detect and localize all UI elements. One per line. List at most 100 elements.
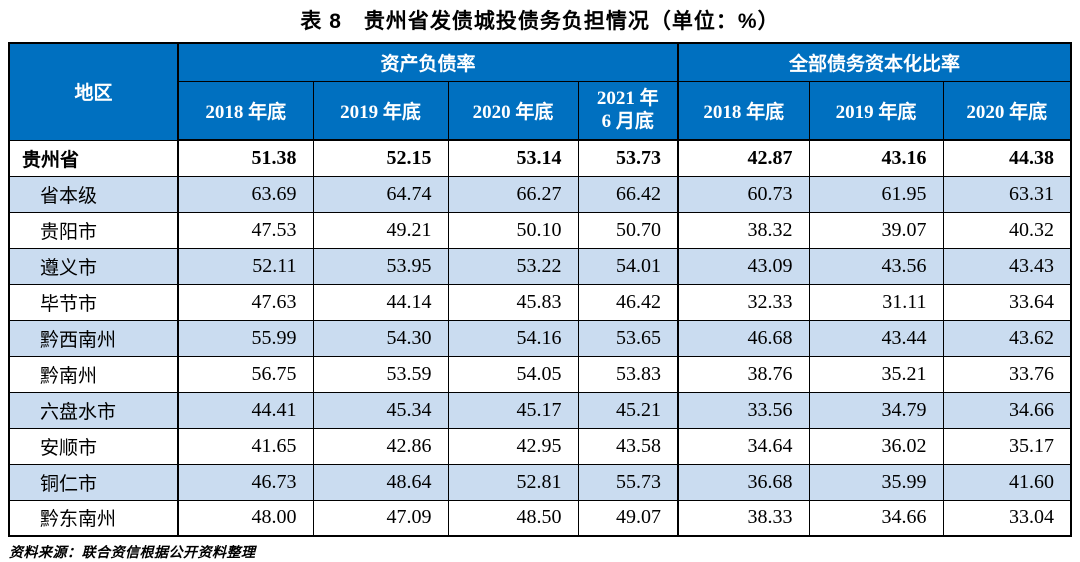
- value-cell: 63.69: [177, 175, 314, 213]
- value-cell: 43.58: [577, 427, 679, 465]
- source-note: 资料来源：联合资信根据公开资料整理: [9, 546, 256, 561]
- value-cell: 44.38: [942, 139, 1072, 177]
- value-cell: 50.10: [447, 211, 579, 249]
- value-cell: 53.14: [447, 139, 579, 177]
- value-cell: 42.95: [447, 427, 579, 465]
- region-cell: 铜仁市: [8, 463, 179, 501]
- value-cell: 46.68: [677, 319, 810, 357]
- value-cell: 53.59: [312, 355, 449, 393]
- value-cell: 52.11: [177, 247, 314, 285]
- value-cell: 31.11: [808, 283, 944, 321]
- table-row: 毕节市 47.63 44.14 45.83 46.42 32.33 31.11 …: [8, 283, 1072, 321]
- region-cell: 安顺市: [8, 427, 179, 465]
- value-cell: 51.38: [177, 139, 314, 177]
- value-cell: 53.95: [312, 247, 449, 285]
- value-cell: 55.99: [177, 319, 314, 357]
- value-cell: 63.31: [942, 175, 1072, 213]
- table-header: 地区 资产负债率 全部债务资本化比率 2018 年底 2019 年底 2020 …: [8, 42, 1072, 141]
- value-cell: 41.60: [942, 463, 1072, 501]
- table-row: 遵义市 52.11 53.95 53.22 54.01 43.09 43.56 …: [8, 247, 1072, 285]
- value-cell: 40.32: [942, 211, 1072, 249]
- value-cell: 54.16: [447, 319, 579, 357]
- value-cell: 47.63: [177, 283, 314, 321]
- table-row: 贵阳市 47.53 49.21 50.10 50.70 38.32 39.07 …: [8, 211, 1072, 249]
- value-cell: 33.56: [677, 391, 810, 429]
- table-row: 安顺市 41.65 42.86 42.95 43.58 34.64 36.02 …: [8, 427, 1072, 465]
- value-cell: 55.73: [577, 463, 679, 501]
- value-cell: 36.02: [808, 427, 944, 465]
- value-cell: 45.17: [447, 391, 579, 429]
- value-cell: 38.76: [677, 355, 810, 393]
- value-cell: 43.43: [942, 247, 1072, 285]
- value-cell: 34.66: [942, 391, 1072, 429]
- value-cell: 38.33: [677, 499, 810, 537]
- value-cell: 42.87: [677, 139, 810, 177]
- value-cell: 34.79: [808, 391, 944, 429]
- value-cell: 45.34: [312, 391, 449, 429]
- year-header-cell: 2021 年 6 月底: [577, 80, 679, 141]
- value-cell: 36.68: [677, 463, 810, 501]
- value-cell: 43.09: [677, 247, 810, 285]
- debt-group-header: 全部债务资本化比率: [677, 42, 1072, 82]
- value-cell: 34.66: [808, 499, 944, 537]
- region-cell: 贵州省: [8, 139, 179, 177]
- table-row: 黔西南州 55.99 54.30 54.16 53.65 46.68 43.44…: [8, 319, 1072, 357]
- value-cell: 54.01: [577, 247, 679, 285]
- value-cell: 33.04: [942, 499, 1072, 537]
- table-row: 贵州省 51.38 52.15 53.14 53.73 42.87 43.16 …: [8, 139, 1072, 177]
- year-header-cell: 2020 年底: [942, 80, 1072, 141]
- year-header-cell: 2019 年底: [808, 80, 944, 141]
- region-cell: 黔东南州: [8, 499, 179, 537]
- table-row: 省本级 63.69 64.74 66.27 66.42 60.73 61.95 …: [8, 175, 1072, 213]
- value-cell: 60.73: [677, 175, 810, 213]
- value-cell: 64.74: [312, 175, 449, 213]
- value-cell: 48.50: [447, 499, 579, 537]
- value-cell: 66.42: [577, 175, 679, 213]
- value-cell: 45.21: [577, 391, 679, 429]
- value-cell: 44.41: [177, 391, 314, 429]
- region-cell: 贵阳市: [8, 211, 179, 249]
- value-cell: 42.86: [312, 427, 449, 465]
- assets-group-header: 资产负债率: [177, 42, 679, 82]
- page-title: 表 8 贵州省发债城投债务负担情况（单位：%）: [300, 10, 780, 33]
- table-row: 铜仁市 46.73 48.64 52.81 55.73 36.68 35.99 …: [8, 463, 1072, 501]
- region-cell: 省本级: [8, 175, 179, 213]
- value-cell: 41.65: [177, 427, 314, 465]
- value-cell: 33.64: [942, 283, 1072, 321]
- value-cell: 48.00: [177, 499, 314, 537]
- value-cell: 49.21: [312, 211, 449, 249]
- value-cell: 52.15: [312, 139, 449, 177]
- value-cell: 43.44: [808, 319, 944, 357]
- value-cell: 35.99: [808, 463, 944, 501]
- value-cell: 44.14: [312, 283, 449, 321]
- region-header-cell: 地区: [8, 42, 179, 141]
- year-header-cell: 2018 年底: [177, 80, 314, 141]
- value-cell: 46.42: [577, 283, 679, 321]
- value-cell: 39.07: [808, 211, 944, 249]
- value-cell: 47.09: [312, 499, 449, 537]
- table-row: 黔南州 56.75 53.59 54.05 53.83 38.76 35.21 …: [8, 355, 1072, 393]
- value-cell: 46.73: [177, 463, 314, 501]
- region-cell: 遵义市: [8, 247, 179, 285]
- value-cell: 54.30: [312, 319, 449, 357]
- value-cell: 38.32: [677, 211, 810, 249]
- value-cell: 50.70: [577, 211, 679, 249]
- table-row: 黔东南州 48.00 47.09 48.50 49.07 38.33 34.66…: [8, 499, 1072, 537]
- value-cell: 53.73: [577, 139, 679, 177]
- value-cell: 52.81: [447, 463, 579, 501]
- value-cell: 53.22: [447, 247, 579, 285]
- region-cell: 六盘水市: [8, 391, 179, 429]
- region-cell: 黔西南州: [8, 319, 179, 357]
- region-cell: 毕节市: [8, 283, 179, 321]
- value-cell: 35.17: [942, 427, 1072, 465]
- value-cell: 33.76: [942, 355, 1072, 393]
- value-cell: 34.64: [677, 427, 810, 465]
- table-row: 六盘水市 44.41 45.34 45.17 45.21 33.56 34.79…: [8, 391, 1072, 429]
- value-cell: 54.05: [447, 355, 579, 393]
- value-cell: 49.07: [577, 499, 679, 537]
- year-header-cell: 2020 年底: [447, 80, 579, 141]
- value-cell: 66.27: [447, 175, 579, 213]
- value-cell: 53.83: [577, 355, 679, 393]
- value-cell: 53.65: [577, 319, 679, 357]
- value-cell: 43.56: [808, 247, 944, 285]
